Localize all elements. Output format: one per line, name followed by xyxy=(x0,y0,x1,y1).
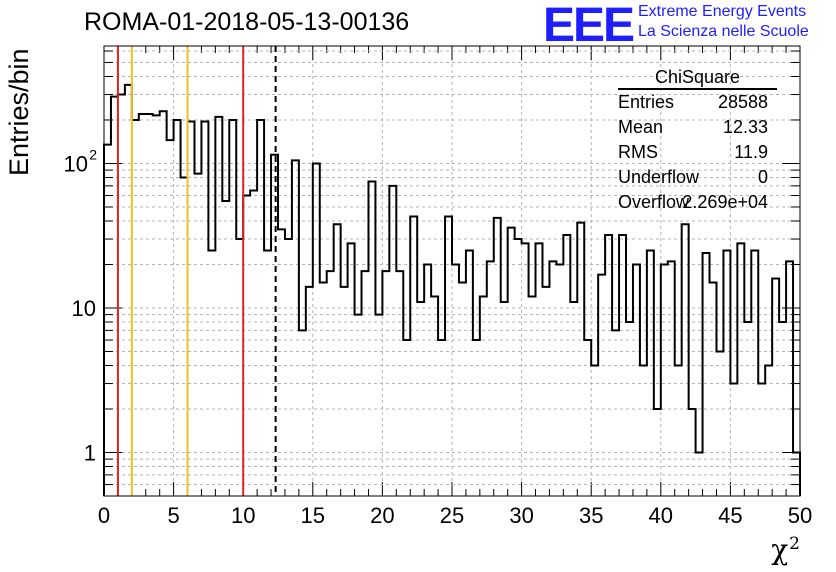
stats-row: Mean 12.33 xyxy=(612,115,780,140)
logo-letters: EEE xyxy=(543,0,635,52)
stats-title: ChiSquare xyxy=(618,66,777,90)
x-tick-label: 50 xyxy=(788,503,812,528)
x-tick-label: 5 xyxy=(167,503,179,528)
logo-line-2: La Scienza nelle Scuole xyxy=(638,23,809,40)
stats-value: 2.269e+04 xyxy=(682,192,768,212)
y-tick-label: 1 xyxy=(84,440,96,465)
histogram-outline xyxy=(103,83,801,496)
y-tick-label: 10 xyxy=(72,296,96,321)
x-tick-label: 45 xyxy=(718,503,742,528)
x-tick-label: 35 xyxy=(579,503,603,528)
stats-value: 28588 xyxy=(717,92,768,112)
x-tick-label: 0 xyxy=(98,503,110,528)
stats-key: Overflow xyxy=(618,192,690,212)
stats-key: Underflow xyxy=(618,167,700,187)
logo-line-1: Extreme Energy Events xyxy=(638,3,807,20)
x-axis-label: χ2 xyxy=(771,533,800,566)
x-tick-label: 10 xyxy=(231,503,255,528)
stats-key: Mean xyxy=(618,117,664,137)
stats-row: Overflow 2.269e+04 xyxy=(612,190,780,215)
chart-title: ROMA-01-2018-05-13-00136 xyxy=(84,8,410,36)
stats-value: 11.9 xyxy=(734,142,768,162)
y-axis-label: Entries/bin xyxy=(4,48,34,176)
x-tick-label: 20 xyxy=(370,503,394,528)
stats-value: 12.33 xyxy=(722,117,768,137)
x-tick-label: 15 xyxy=(301,503,325,528)
stats-value: 0 xyxy=(757,167,768,187)
stats-row: Underflow 0 xyxy=(612,165,780,190)
plot-frame xyxy=(103,45,801,497)
stats-box: ChiSquare Entries 28588 Mean 12.33 RMS 11.9… xyxy=(612,66,780,215)
x-tick-label: 30 xyxy=(509,503,533,528)
y-tick-label: 10 xyxy=(64,151,88,176)
stats-key: Entries xyxy=(618,92,675,112)
stats-row: RMS 11.9 xyxy=(612,140,780,165)
y-tick-exponent: 2 xyxy=(89,146,97,162)
x-tick-label: 40 xyxy=(649,503,673,528)
stats-row: Entries 28588 xyxy=(612,90,780,115)
stats-key: RMS xyxy=(618,142,658,162)
x-tick-label: 25 xyxy=(440,503,464,528)
